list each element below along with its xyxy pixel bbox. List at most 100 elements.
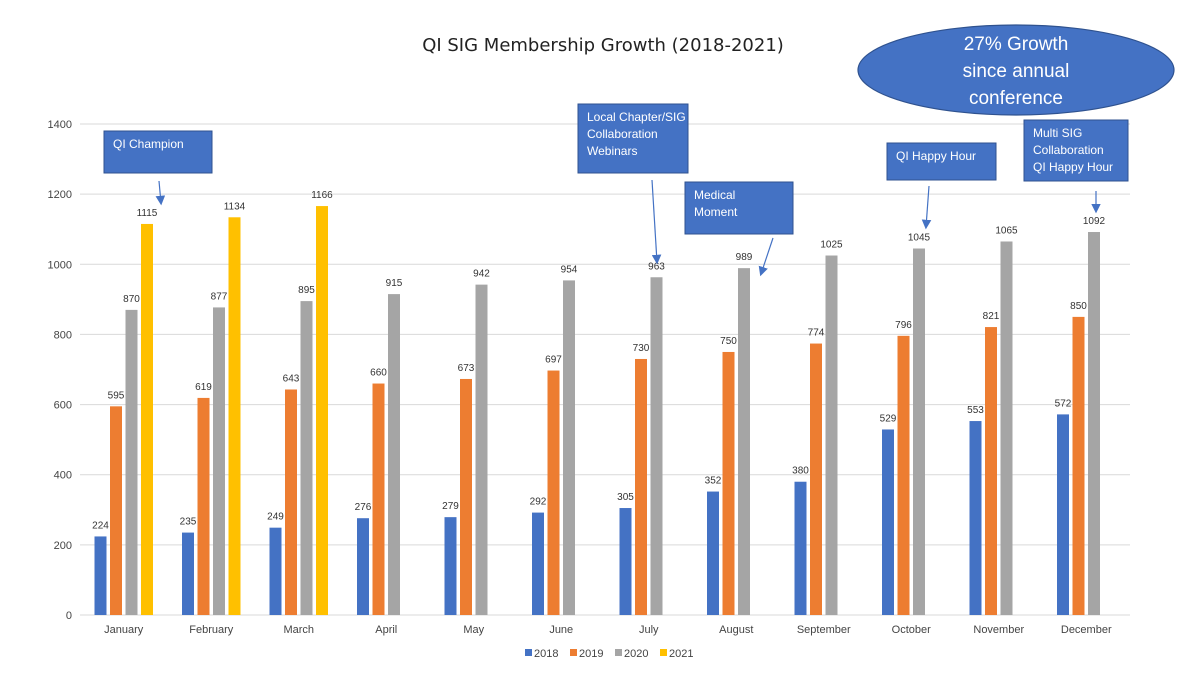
annotation-text: Medical bbox=[694, 188, 735, 202]
legend-label: 2018 bbox=[534, 648, 558, 660]
annotation-text: QI Happy Hour bbox=[896, 149, 976, 163]
x-tick-label: June bbox=[549, 624, 573, 636]
x-tick-label: May bbox=[463, 624, 484, 636]
annotation-box bbox=[886, 142, 997, 181]
legend-label: 2021 bbox=[669, 648, 693, 660]
annotation-box bbox=[577, 103, 689, 174]
data-label: 989 bbox=[736, 252, 753, 263]
data-label: 1065 bbox=[995, 225, 1018, 236]
annotation-text: Moment bbox=[694, 205, 738, 219]
annotation-text: Webinars bbox=[587, 144, 637, 158]
callout-text: since annual bbox=[963, 61, 1070, 82]
x-tick-label: August bbox=[719, 624, 753, 636]
bar-2020-november bbox=[1000, 241, 1013, 615]
legend-label: 2020 bbox=[624, 648, 648, 660]
data-label: 870 bbox=[123, 294, 140, 305]
bar-2019-august bbox=[722, 351, 735, 615]
x-tick-label: December bbox=[1061, 624, 1112, 636]
data-label: 660 bbox=[370, 368, 387, 379]
bar-2020-july bbox=[650, 277, 663, 615]
y-tick-label: 0 bbox=[66, 610, 72, 622]
bar-2019-october bbox=[897, 335, 910, 615]
bar-2020-october bbox=[913, 248, 925, 615]
data-label: 673 bbox=[458, 363, 475, 374]
data-label: 572 bbox=[1055, 398, 1072, 409]
data-label: 850 bbox=[1070, 301, 1087, 312]
bar-2019-september bbox=[810, 343, 822, 615]
data-label: 963 bbox=[648, 261, 665, 272]
y-tick-label: 400 bbox=[54, 470, 72, 482]
data-label: 774 bbox=[808, 328, 825, 339]
data-label: 942 bbox=[473, 269, 490, 280]
annotation-text: Collaboration bbox=[1033, 143, 1104, 157]
bar-2018-july bbox=[619, 508, 632, 615]
data-label: 796 bbox=[895, 320, 912, 331]
legend: 2018 2019 2020 2021 bbox=[525, 648, 693, 660]
annotation-arrow bbox=[921, 185, 932, 230]
bar-2019-december bbox=[1072, 316, 1085, 615]
data-label: 877 bbox=[211, 291, 228, 302]
bar-2018-august bbox=[707, 491, 719, 615]
x-tick-label: January bbox=[104, 624, 144, 636]
bar-2018-february bbox=[182, 532, 194, 615]
annotation-box bbox=[1023, 119, 1129, 182]
annotation-arrow bbox=[651, 179, 662, 265]
y-tick-label: 200 bbox=[54, 540, 72, 552]
data-label: 954 bbox=[561, 264, 578, 275]
annotation-box bbox=[103, 130, 213, 174]
bar-2018-november bbox=[969, 421, 982, 615]
bar-2021-february bbox=[228, 217, 241, 616]
bar-2018-december bbox=[1057, 414, 1069, 615]
data-label: 730 bbox=[633, 343, 650, 354]
data-label: 915 bbox=[386, 278, 403, 289]
bars bbox=[94, 206, 1100, 616]
data-label: 1092 bbox=[1083, 216, 1106, 227]
y-tick-label: 1200 bbox=[48, 189, 72, 201]
data-label: 619 bbox=[195, 382, 212, 393]
growth-callout: 27% Growth since annual conference bbox=[857, 24, 1175, 116]
x-tick-label: April bbox=[375, 624, 397, 636]
bar-2020-september bbox=[825, 255, 838, 615]
data-label: 821 bbox=[983, 311, 1000, 322]
y-tick-label: 800 bbox=[54, 329, 72, 341]
annotation-box bbox=[684, 181, 794, 235]
annotation-text: Collaboration bbox=[587, 127, 658, 141]
data-labels: 224 595 870 1115 235 619 877 1134 249 643 895 1166 2… bbox=[92, 190, 1105, 531]
data-label: 1115 bbox=[137, 208, 158, 219]
bar-2018-march bbox=[269, 527, 282, 615]
bar-2019-november bbox=[985, 327, 997, 615]
data-label: 279 bbox=[442, 501, 459, 512]
annotation-text: Multi SIG bbox=[1033, 126, 1082, 140]
data-label: 224 bbox=[92, 520, 109, 531]
bar-2020-january bbox=[125, 309, 138, 615]
bar-2019-june bbox=[547, 370, 560, 615]
y-tick-label: 1400 bbox=[48, 119, 72, 131]
annotation-text: QI Happy Hour bbox=[1033, 160, 1113, 174]
data-label: 1166 bbox=[311, 190, 333, 201]
data-label: 750 bbox=[720, 336, 737, 347]
bar-2019-april bbox=[372, 383, 385, 615]
y-tick-label: 600 bbox=[54, 400, 72, 412]
data-label: 1134 bbox=[224, 201, 246, 212]
bar-2020-march bbox=[300, 301, 313, 615]
legend-swatch-2018 bbox=[525, 649, 532, 656]
annotation-text: QI Champion bbox=[113, 137, 184, 151]
data-label: 235 bbox=[180, 517, 197, 528]
data-label: 305 bbox=[617, 492, 634, 503]
bar-2018-april bbox=[357, 518, 369, 615]
data-label: 553 bbox=[967, 405, 984, 416]
chart-title: QI SIG Membership Growth (2018-2021) bbox=[422, 35, 784, 56]
bar-2018-september bbox=[794, 481, 807, 615]
bar-2019-july bbox=[635, 358, 647, 615]
data-label: 643 bbox=[283, 373, 300, 384]
bar-2019-may bbox=[460, 378, 472, 615]
bar-2018-january bbox=[94, 536, 107, 615]
bar-2020-april bbox=[388, 294, 400, 615]
callout-ellipse bbox=[857, 24, 1175, 116]
data-label: 292 bbox=[530, 497, 547, 508]
data-label: 352 bbox=[705, 476, 722, 487]
legend-swatch-2020 bbox=[615, 649, 622, 656]
legend-swatch-2019 bbox=[570, 649, 577, 656]
data-label: 697 bbox=[545, 355, 562, 366]
